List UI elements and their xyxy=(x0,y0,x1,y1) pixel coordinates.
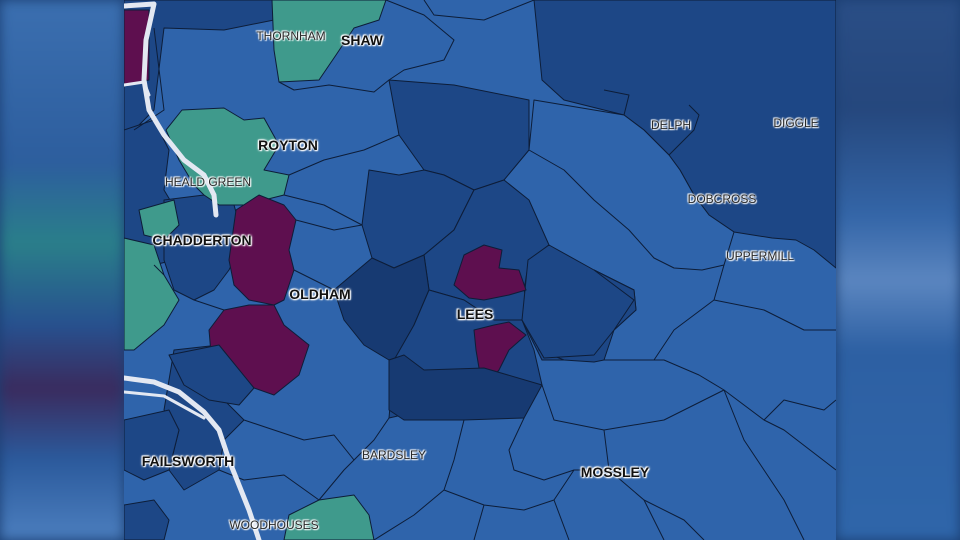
boundary-line-20 xyxy=(473,504,485,540)
region-navy-werneth xyxy=(168,344,255,406)
region-purple-lees-south xyxy=(473,321,527,383)
boundary-line-10 xyxy=(653,264,725,361)
place-label-shaw: SHAW xyxy=(341,32,383,48)
motorway-north xyxy=(124,1,219,218)
boundary-line-23 xyxy=(763,399,836,421)
boundary-line-17 xyxy=(243,419,355,461)
motorway-south-slip xyxy=(124,390,206,420)
boundary-line-8 xyxy=(423,0,535,21)
region-teal-west xyxy=(124,237,180,351)
boundary-line-26 xyxy=(603,89,630,116)
place-label-heald-green: HEALD GREEN xyxy=(164,175,252,189)
motorway-south xyxy=(124,375,262,540)
place-label-thornham: THORNHAM xyxy=(256,29,326,43)
blurred-background-left xyxy=(0,0,124,540)
boundary-line-7 xyxy=(293,269,335,291)
place-label-failsworth: FAILSWORTH xyxy=(141,453,235,469)
boundary-line-3 xyxy=(278,79,390,93)
boundary-line-2 xyxy=(385,0,455,81)
choropleth-map[interactable]: THORNHAM SHAW DELPH DIGGLE ROYTON HEALD … xyxy=(124,0,836,540)
boundary-line-18 xyxy=(218,469,320,501)
boundary-line-21 xyxy=(553,499,570,540)
boundary-line-13 xyxy=(723,389,805,540)
map-canvas xyxy=(124,0,836,540)
boundary-line-28 xyxy=(193,299,225,311)
blurred-background-right xyxy=(836,0,960,540)
boundary-line-14 xyxy=(508,417,609,481)
region-purple-lees-north xyxy=(453,244,527,301)
place-label-delph: DELPH xyxy=(650,118,692,132)
boundary-line-4 xyxy=(288,134,400,176)
region-south-west-navy-2 xyxy=(124,409,180,481)
place-label-oldham: OLDHAM xyxy=(289,286,351,302)
region-south-west-navy-3 xyxy=(124,499,170,540)
region-teal-thornham xyxy=(271,0,387,83)
place-label-dobcross: DOBCROSS xyxy=(687,192,757,206)
boundary-line-25 xyxy=(668,104,700,156)
boundary-line-24 xyxy=(713,299,836,331)
boundary-line-19 xyxy=(443,469,575,511)
place-label-royton: ROYTON xyxy=(258,137,318,153)
boundary-line-22 xyxy=(643,499,665,540)
place-label-chadderton: CHADDERTON xyxy=(152,232,252,248)
place-label-uppermill: UPPERMILL xyxy=(725,249,795,263)
place-label-woodhouses: WOODHOUSES xyxy=(229,518,319,532)
boundary-line-27 xyxy=(153,264,165,276)
motorway-north-slip xyxy=(124,80,151,97)
region-purple-oldham-north xyxy=(228,194,297,306)
place-label-lees: LEES xyxy=(456,306,494,322)
region-teal-chadderton-n xyxy=(138,199,180,241)
region-navy-springhead xyxy=(521,244,635,359)
boundary-line-5 xyxy=(283,194,363,226)
place-label-diggle: DIGGLE xyxy=(773,116,819,130)
boundary-line-6 xyxy=(295,219,363,231)
place-label-bardsley: BARDSLEY xyxy=(361,448,427,462)
region-navy-hathershaw xyxy=(388,354,543,421)
place-label-mossley: MOSSLEY xyxy=(580,464,650,480)
boundary-line-1 xyxy=(133,27,165,131)
